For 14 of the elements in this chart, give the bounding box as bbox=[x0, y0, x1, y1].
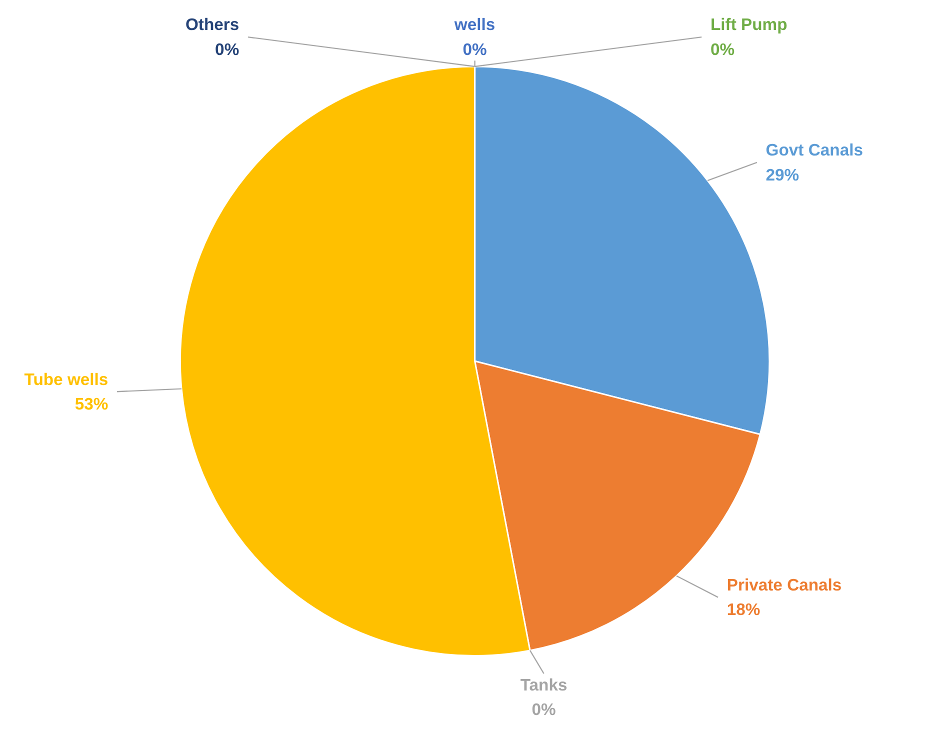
text: 0% bbox=[462, 40, 487, 59]
slice-label: Govt Canals bbox=[766, 140, 863, 160]
data-label: 53% bbox=[74, 394, 108, 414]
slice-label: Private Canals bbox=[726, 575, 842, 594]
category-label: Others bbox=[185, 15, 240, 34]
category-label: wells bbox=[454, 15, 496, 34]
text: 0% bbox=[710, 40, 735, 59]
legend-label: Tanks bbox=[520, 675, 568, 694]
text: 0% bbox=[215, 40, 240, 59]
slice-label: Tube wells bbox=[24, 370, 108, 389]
category-label: Lift Pump bbox=[710, 15, 788, 34]
data-label: 29% bbox=[766, 165, 800, 184]
text: 0% bbox=[532, 700, 556, 719]
data-label: 18% bbox=[726, 600, 760, 620]
